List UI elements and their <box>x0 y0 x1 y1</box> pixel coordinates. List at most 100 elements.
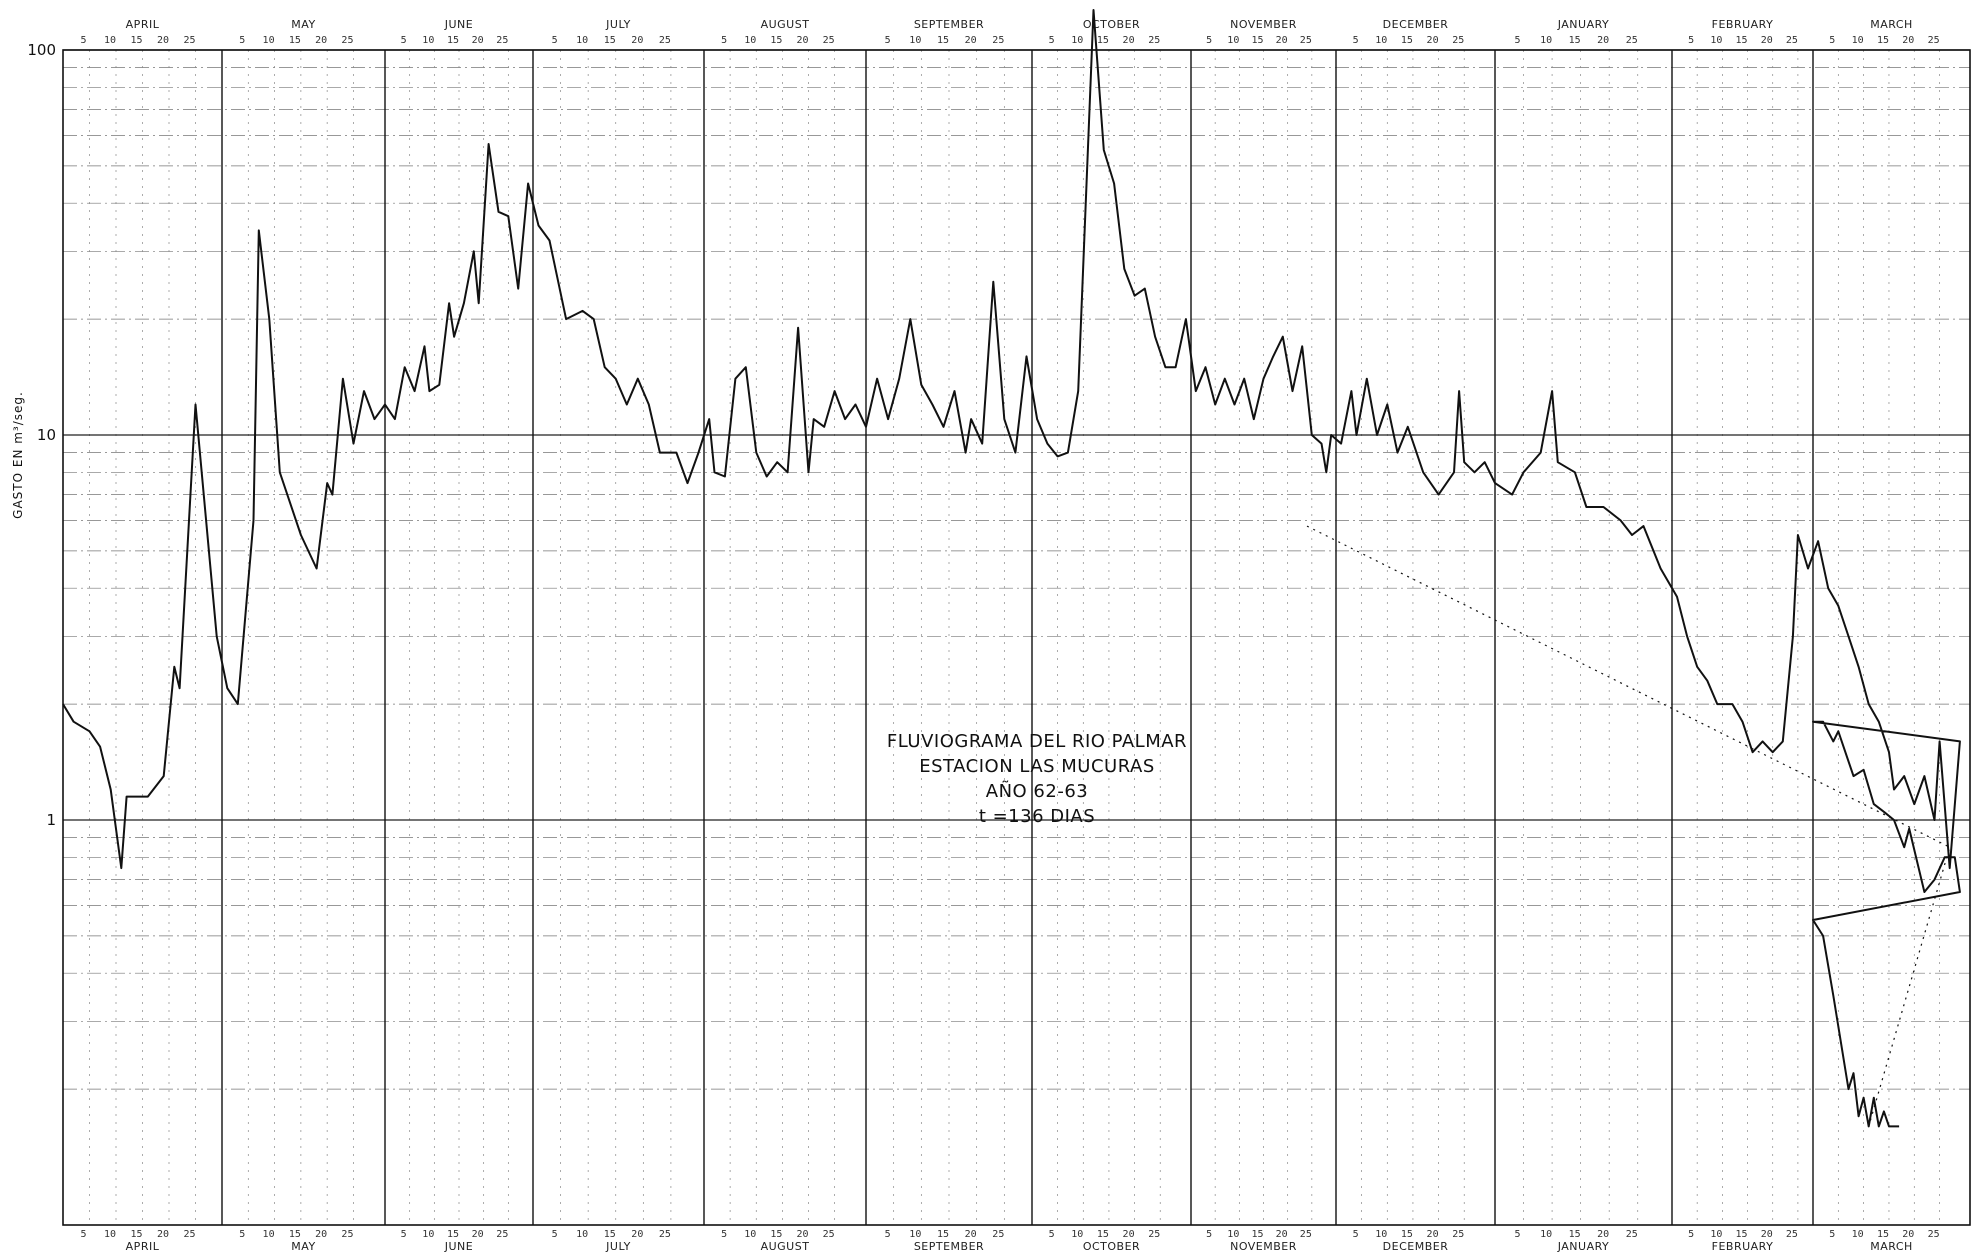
day-tick-bottom: 5 <box>1049 1229 1055 1240</box>
day-tick-top: 10 <box>909 35 921 46</box>
day-tick-bottom: 25 <box>1452 1229 1464 1240</box>
day-tick-top: 5 <box>401 35 407 46</box>
day-tick-top: 15 <box>1401 35 1413 46</box>
day-tick-bottom: 5 <box>1688 1229 1694 1240</box>
day-tick-top: 5 <box>1829 35 1835 46</box>
day-tick-top: 25 <box>659 35 671 46</box>
month-label-top: NOVEMBER <box>1230 18 1297 31</box>
day-tick-top: 15 <box>604 35 616 46</box>
day-tick-bottom: 25 <box>1300 1229 1312 1240</box>
day-tick-top: 20 <box>157 35 169 46</box>
discharge-line <box>62 9 1961 1128</box>
day-tick-top: 10 <box>1710 35 1722 46</box>
day-tick-bottom: 25 <box>823 1229 835 1240</box>
day-tick-top: 10 <box>1071 35 1083 46</box>
day-tick-top: 5 <box>552 35 558 46</box>
day-tick-bottom: 10 <box>1227 1229 1239 1240</box>
day-tick-top: 5 <box>721 35 727 46</box>
day-tick-bottom: 20 <box>796 1229 808 1240</box>
day-tick-bottom: 20 <box>157 1229 169 1240</box>
day-tick-bottom: 10 <box>104 1229 116 1240</box>
month-labels-bottom: APRIL MAY JUNE JULY AUGUST SEPTEMBER OCTOBER NO… <box>126 1240 1913 1253</box>
annotation-line-2: ESTACION LAS MUCURAS <box>919 756 1155 777</box>
day-tick-bottom: 15 <box>1569 1229 1581 1240</box>
day-tick-bottom: 15 <box>1401 1229 1413 1240</box>
day-tick-bottom: 20 <box>1902 1229 1914 1240</box>
month-label-top: AUGUST <box>761 18 810 31</box>
day-tick-top: 20 <box>1123 35 1135 46</box>
day-tick-top: 25 <box>992 35 1004 46</box>
day-tick-bottom: 15 <box>604 1229 616 1240</box>
day-tick-bottom: 10 <box>1540 1229 1552 1240</box>
day-tick-top: 20 <box>631 35 643 46</box>
day-tick-top: 5 <box>1206 35 1212 46</box>
day-tick-bottom: 20 <box>965 1229 977 1240</box>
month-label-top: MARCH <box>1870 18 1913 31</box>
day-tick-top: 25 <box>496 35 508 46</box>
plot-frame <box>62 49 1971 1226</box>
annotation-line-4: t =136 DIAS <box>979 806 1095 827</box>
annotation-line-3: AÑO 62-63 <box>986 780 1088 802</box>
day-tick-top: 15 <box>770 35 782 46</box>
day-tick-bottom: 5 <box>1515 1229 1521 1240</box>
day-tick-bottom: 25 <box>341 1229 353 1240</box>
month-label-top: DECEMBER <box>1383 18 1449 31</box>
day-tick-top: 25 <box>1300 35 1312 46</box>
day-tick-bottom: 10 <box>909 1229 921 1240</box>
day-tick-bottom: 15 <box>1251 1229 1263 1240</box>
day-tick-top: 25 <box>1626 35 1638 46</box>
day-tick-bottom: 5 <box>239 1229 245 1240</box>
annotation-line-1: FLUVIOGRAMA DEL RIO PALMAR <box>887 731 1187 752</box>
y-tick-label: 100 <box>27 41 56 59</box>
day-tick-bottom: 5 <box>885 1229 891 1240</box>
day-tick-top: 20 <box>315 35 327 46</box>
day-tick-top: 5 <box>80 35 86 46</box>
month-label-top: FEBRUARY <box>1712 18 1774 31</box>
month-label-bottom: SEPTEMBER <box>914 1240 984 1253</box>
fine-grid <box>63 50 1970 1225</box>
day-tick-top: 10 <box>744 35 756 46</box>
recession-line <box>1306 525 1951 1127</box>
day-tick-bottom: 20 <box>1123 1229 1135 1240</box>
day-tick-bottom: 15 <box>1736 1229 1748 1240</box>
day-tick-top: 15 <box>1097 35 1109 46</box>
day-tick-top: 15 <box>937 35 949 46</box>
day-tick-bottom: 15 <box>130 1229 142 1240</box>
y-tick-labels: 100 10 1 <box>27 41 56 829</box>
day-tick-bottom: 5 <box>552 1229 558 1240</box>
y-tick-label: 10 <box>37 426 56 444</box>
day-tick-bottom: 20 <box>1761 1229 1773 1240</box>
day-tick-top: 25 <box>341 35 353 46</box>
day-tick-labels: 5 5 10 10 15 15 20 20 25 25 5 5 10 10 15 15 20 20 25 25 5 5 10… <box>80 35 1939 1240</box>
series-layer <box>62 9 1961 1128</box>
month-label-top: JANUARY <box>1557 18 1610 31</box>
day-tick-bottom: 15 <box>1097 1229 1109 1240</box>
day-tick-top: 25 <box>183 35 195 46</box>
day-tick-top: 10 <box>1227 35 1239 46</box>
day-tick-bottom: 25 <box>1148 1229 1160 1240</box>
month-label-bottom: MARCH <box>1870 1240 1913 1253</box>
day-tick-bottom: 25 <box>1928 1229 1940 1240</box>
day-tick-top: 20 <box>1597 35 1609 46</box>
day-tick-top: 15 <box>289 35 301 46</box>
day-tick-bottom: 25 <box>659 1229 671 1240</box>
day-tick-top: 5 <box>1353 35 1359 46</box>
day-tick-bottom: 15 <box>1877 1229 1889 1240</box>
day-tick-top: 20 <box>965 35 977 46</box>
day-tick-bottom: 15 <box>447 1229 459 1240</box>
month-label-bottom: AUGUST <box>761 1240 810 1253</box>
day-tick-bottom: 5 <box>721 1229 727 1240</box>
month-label-bottom: JULY <box>605 1240 631 1253</box>
day-tick-bottom: 5 <box>401 1229 407 1240</box>
y-tick-label: 1 <box>46 811 56 829</box>
day-tick-top: 20 <box>1427 35 1439 46</box>
day-tick-top: 20 <box>1276 35 1288 46</box>
day-tick-bottom: 10 <box>422 1229 434 1240</box>
month-label-top: OCTOBER <box>1083 18 1140 31</box>
month-label-bottom: NOVEMBER <box>1230 1240 1297 1253</box>
month-label-top: SEPTEMBER <box>914 18 984 31</box>
day-tick-bottom: 15 <box>770 1229 782 1240</box>
day-tick-top: 15 <box>130 35 142 46</box>
day-tick-bottom: 25 <box>992 1229 1004 1240</box>
day-tick-top: 10 <box>576 35 588 46</box>
